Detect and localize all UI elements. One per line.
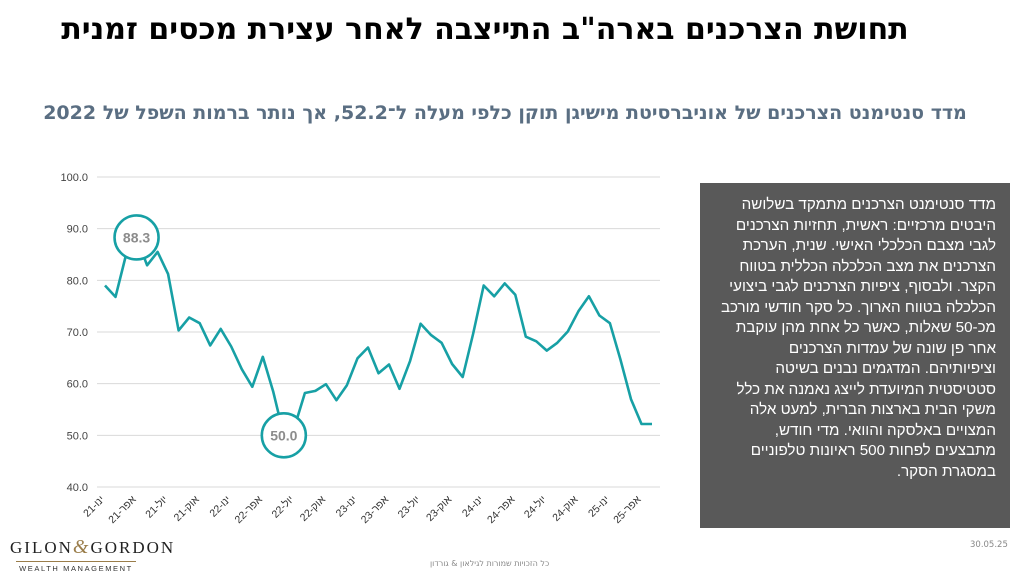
x-tick-label: ינו-24 bbox=[460, 494, 486, 520]
page-subtitle: מדד סנטימנט הצרכנים של אוניברסיטת מישיגן… bbox=[43, 102, 967, 124]
consumer-sentiment-chart: 100.090.080.070.060.050.040.0 ינו-21אפר-… bbox=[60, 172, 660, 526]
x-tick-label: ינו-21 bbox=[81, 494, 107, 520]
y-tick-label: 100.0 bbox=[60, 172, 88, 184]
slide-date: 30.05.25 bbox=[970, 540, 1008, 550]
copyright-footer: כל הזכויות שמורות לגילאון & גורדון bbox=[430, 559, 550, 568]
x-tick-label: אוק-22 bbox=[298, 493, 328, 523]
y-tick-label: 70.0 bbox=[67, 327, 88, 339]
x-tick-label: יול-22 bbox=[269, 494, 296, 521]
series-line-layer bbox=[104, 236, 652, 437]
logo-word-left: GILON bbox=[10, 538, 73, 557]
annotation-circle bbox=[260, 412, 308, 459]
description-box: מדד סנטימנט הצרכנים מתמקד בשלושה היבטים … bbox=[700, 183, 1010, 528]
x-tick-label: אפר-22 bbox=[233, 493, 266, 526]
y-tick-label: 90.0 bbox=[67, 224, 88, 236]
x-tick-label: אוק-23 bbox=[424, 493, 454, 523]
logo-ampersand: & bbox=[72, 536, 91, 558]
x-tick-label: יול-24 bbox=[522, 494, 549, 521]
x-tick-label: אפר-23 bbox=[359, 493, 392, 526]
y-tick-label: 60.0 bbox=[67, 379, 88, 391]
y-tick-label: 80.0 bbox=[67, 275, 88, 287]
page-title: תחושת הצרכנים בארה"ב התייצבה לאחר עצירת … bbox=[61, 12, 909, 47]
y-tick-label: 50.0 bbox=[67, 430, 88, 442]
annotation-label: 88.3 bbox=[123, 229, 150, 245]
x-tick-label: ינו-23 bbox=[334, 494, 360, 520]
company-logo: GILON&GORDON WEALTH MANAGEMENT bbox=[10, 536, 173, 573]
annotation-label: 50.0 bbox=[270, 427, 297, 443]
x-tick-label: אפר-24 bbox=[485, 493, 518, 526]
y-axis-tick-labels: 100.0 90.0 80.0 70.0 60.0 50.0 40.0 bbox=[60, 172, 88, 494]
x-tick-label: אוק-24 bbox=[550, 493, 580, 523]
x-tick-label: ינו-25 bbox=[586, 494, 612, 520]
annotation-circle bbox=[113, 214, 160, 261]
chart-gridlines bbox=[97, 176, 660, 488]
y-tick-label: 40.0 bbox=[67, 482, 88, 494]
chart-annotations: 88.3 50.0 bbox=[113, 214, 308, 459]
x-tick-label: אפר-21 bbox=[106, 493, 139, 526]
x-tick-label: אוק-21 bbox=[172, 493, 202, 523]
x-tick-label: יול-21 bbox=[143, 494, 170, 521]
x-tick-label: יול-23 bbox=[396, 494, 423, 521]
x-tick-label: ינו-22 bbox=[207, 494, 233, 520]
x-tick-label: אפר-25 bbox=[611, 493, 644, 526]
logo-word-right: GORDON bbox=[90, 538, 176, 557]
series-line bbox=[104, 236, 652, 437]
logo-tagline: WEALTH MANAGEMENT bbox=[16, 561, 136, 573]
